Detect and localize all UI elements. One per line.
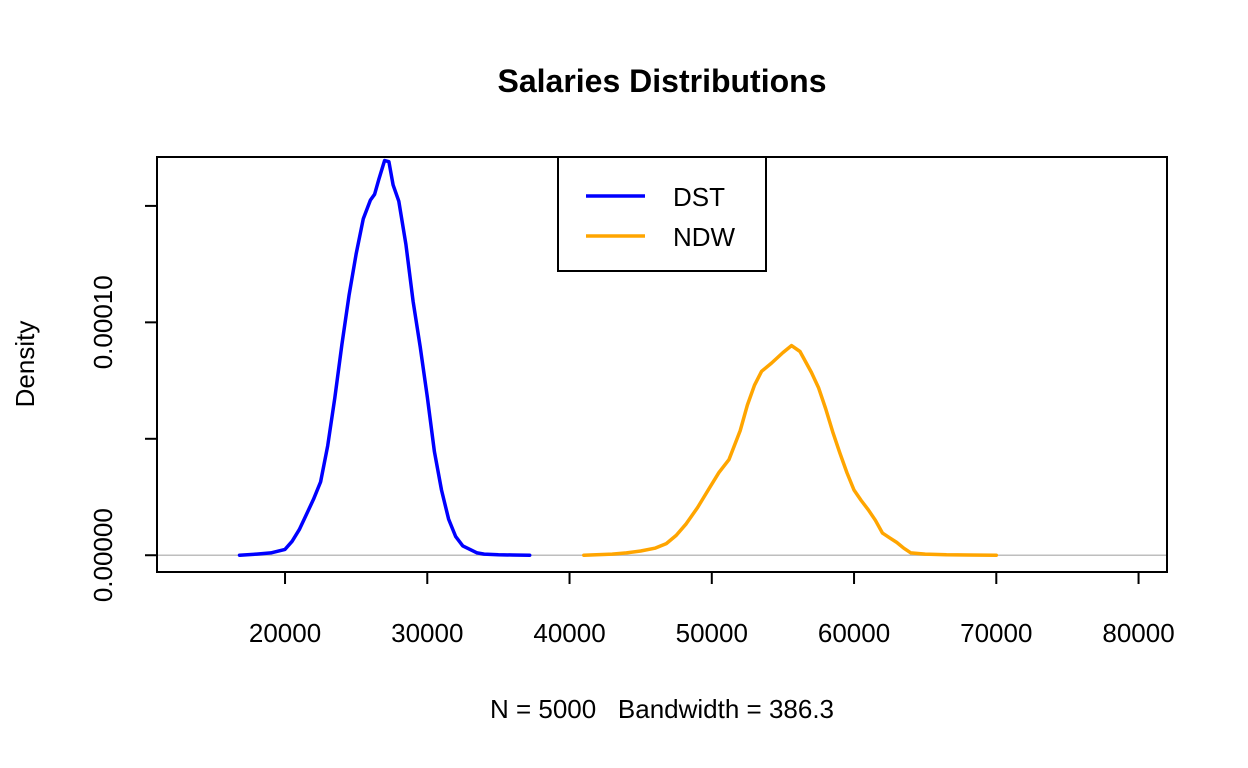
legend-label-ndw: NDW (673, 222, 736, 252)
x-tick-label: 30000 (391, 618, 463, 648)
y-axis-label: Density (10, 321, 40, 408)
series-line-ndw (582, 343, 999, 557)
x-tick-label: 70000 (960, 618, 1032, 648)
legend-label-dst: DST (673, 182, 725, 212)
series-layer (237, 158, 999, 557)
y-axis: 0.00000 0.00010 (88, 204, 158, 602)
chart-title: Salaries Distributions (498, 63, 827, 99)
legend-box (557, 156, 767, 272)
series-line-dst (237, 158, 532, 557)
y-tick-label: 0.00000 (88, 508, 118, 602)
legend: DST NDW (557, 156, 767, 272)
y-tick-label: 0.00010 (88, 275, 118, 369)
x-tick-label: 40000 (533, 618, 605, 648)
x-tick-label: 20000 (249, 618, 321, 648)
x-tick-label: 50000 (676, 618, 748, 648)
x-axis: 20000 30000 40000 50000 60000 70000 80000 (249, 571, 1175, 648)
x-tick-label: 80000 (1102, 618, 1174, 648)
x-axis-label: N = 5000 Bandwidth = 386.3 (490, 694, 834, 724)
x-tick-label: 60000 (818, 618, 890, 648)
